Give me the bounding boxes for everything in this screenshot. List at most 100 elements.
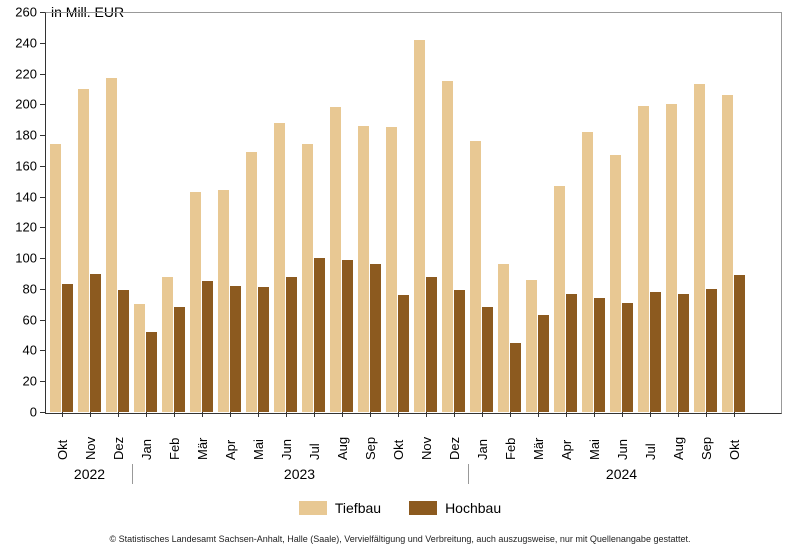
x-tick-mark [118,412,119,417]
bar-hochbau [146,332,157,412]
bar-tiefbau [50,144,61,412]
year-separator [132,464,133,484]
year-label: 2022 [60,466,120,482]
bar-tiefbau [162,277,173,412]
bar-hochbau [342,260,353,412]
x-tick-label: Okt [391,420,406,460]
bar-hochbau [482,307,493,412]
x-tick-mark [594,412,595,417]
x-tick-label: Jun [279,420,294,460]
bar-tiefbau [638,106,649,412]
x-tick-label: Sep [363,420,378,460]
x-tick-label: Aug [671,420,686,460]
bar-tiefbau [106,78,117,412]
legend-label-hochbau: Hochbau [445,500,501,516]
legend-swatch-hochbau [409,501,437,515]
bar-hochbau [538,315,549,412]
copyright-text: © Statistisches Landesamt Sachsen-Anhalt… [0,534,800,544]
x-tick-mark [706,412,707,417]
legend-item-hochbau: Hochbau [409,500,501,516]
bar-hochbau [286,277,297,412]
bar-hochbau [398,295,409,412]
x-tick-mark [566,412,567,417]
bar-tiefbau [498,264,509,412]
bar-tiefbau [330,107,341,412]
bar-tiefbau [722,95,733,412]
legend: Tiefbau Hochbau [0,500,800,516]
x-tick-mark [174,412,175,417]
bar-tiefbau [666,104,677,412]
bar-tiefbau [582,132,593,412]
bar-tiefbau [218,190,229,412]
year-separator [468,464,469,484]
bar-tiefbau [526,280,537,412]
bar-hochbau [650,292,661,412]
x-tick-label: Feb [167,420,182,460]
x-tick-label: Mär [531,420,546,460]
x-tick-label: Mai [251,420,266,460]
bar-tiefbau [442,81,453,412]
bar-hochbau [426,277,437,412]
legend-swatch-tiefbau [299,501,327,515]
bar-tiefbau [414,40,425,412]
x-tick-mark [370,412,371,417]
x-tick-mark [650,412,651,417]
bar-hochbau [314,258,325,412]
x-tick-label: Jul [307,420,322,460]
bar-hochbau [118,290,129,412]
x-tick-mark [286,412,287,417]
bar-hochbau [706,289,717,412]
x-tick-mark [510,412,511,417]
x-tick-mark [454,412,455,417]
x-tick-label: Dez [447,420,462,460]
bar-tiefbau [190,192,201,412]
bar-hochbau [622,303,633,412]
bar-hochbau [202,281,213,412]
bar-hochbau [62,284,73,412]
x-tick-label: Nov [83,420,98,460]
bar-tiefbau [302,144,313,412]
x-tick-mark [678,412,679,417]
x-tick-label: Dez [111,420,126,460]
x-tick-mark [482,412,483,417]
bar-hochbau [510,343,521,412]
x-tick-label: Jan [475,420,490,460]
bars-layer [0,12,780,412]
bar-hochbau [454,290,465,412]
x-tick-label: Apr [223,420,238,460]
y-tick-mark [40,412,45,413]
bar-hochbau [594,298,605,412]
x-tick-mark [398,412,399,417]
x-tick-mark [734,412,735,417]
x-tick-label: Jan [139,420,154,460]
x-tick-mark [314,412,315,417]
bar-tiefbau [470,141,481,412]
year-label: 2023 [270,466,330,482]
x-tick-label: Feb [503,420,518,460]
chart-container: in Mill. EUR 020406080100120140160180200… [0,0,800,550]
bar-tiefbau [274,123,285,412]
x-tick-label: Okt [55,420,70,460]
bar-hochbau [734,275,745,412]
x-tick-label: Sep [699,420,714,460]
x-tick-mark [90,412,91,417]
legend-label-tiefbau: Tiefbau [335,500,381,516]
x-tick-mark [622,412,623,417]
bar-tiefbau [386,127,397,412]
x-tick-label: Nov [419,420,434,460]
bar-tiefbau [134,304,145,412]
x-tick-label: Apr [559,420,574,460]
bar-hochbau [90,274,101,412]
bar-hochbau [230,286,241,412]
year-label: 2024 [592,466,652,482]
bar-hochbau [174,307,185,412]
legend-item-tiefbau: Tiefbau [299,500,381,516]
x-tick-mark [342,412,343,417]
x-tick-mark [258,412,259,417]
x-tick-label: Aug [335,420,350,460]
bar-hochbau [678,294,689,412]
x-tick-label: Jun [615,420,630,460]
x-tick-mark [62,412,63,417]
x-tick-label: Okt [727,420,742,460]
x-tick-mark [202,412,203,417]
